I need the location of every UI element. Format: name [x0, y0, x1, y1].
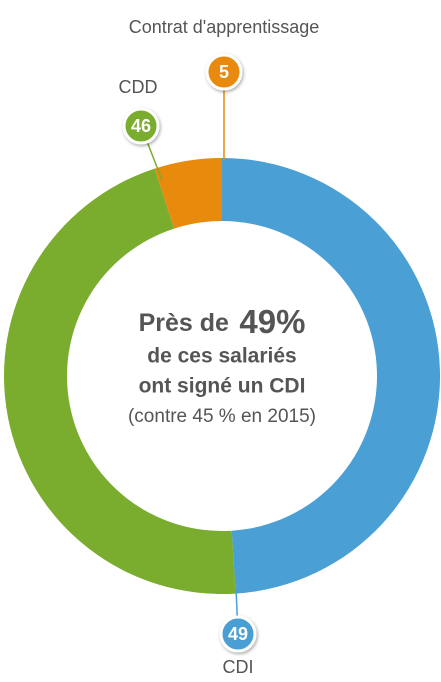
value-label: 46 [131, 116, 151, 136]
labels: 49 CDI 46 CDD 5 Contrat d'apprentissage [119, 17, 320, 677]
center-line-3: ont signé un CDI [139, 375, 306, 398]
value-label: 49 [228, 624, 248, 644]
center-value: 49% [239, 303, 305, 340]
center-prefix: Près de [139, 309, 229, 337]
donut-segment [154, 158, 222, 229]
category-label: CDI [223, 657, 254, 677]
center-line-1: Près de 49% [139, 303, 306, 340]
donut-segment [4, 168, 236, 594]
donut [4, 158, 440, 594]
category-label: CDD [119, 77, 158, 97]
value-bubble [219, 615, 257, 653]
value-bubble [122, 107, 160, 145]
center-line-4: (contre 45 % en 2015) [128, 406, 316, 427]
value-label: 5 [219, 62, 229, 82]
donut-segment [222, 158, 440, 594]
category-label: Contrat d'apprentissage [129, 17, 320, 37]
center-line-2: de ces salariés [147, 345, 296, 368]
value-bubble [205, 53, 243, 91]
